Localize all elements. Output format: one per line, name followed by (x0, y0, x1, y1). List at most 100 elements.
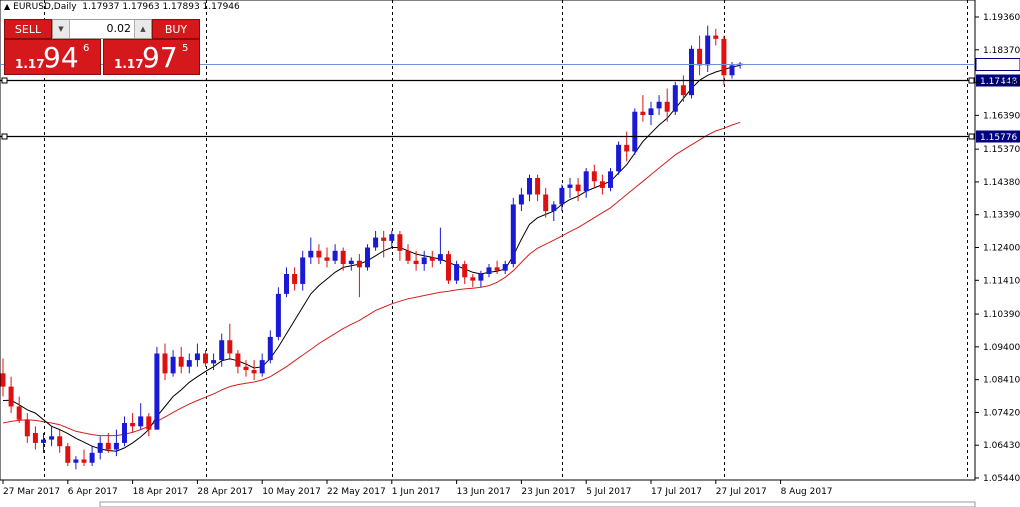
sell-price-prefix: 1.17 (15, 57, 45, 71)
level-handle (1, 77, 8, 84)
y-tick-label: 1.05440 (983, 474, 1020, 484)
candle-body (421, 257, 427, 265)
candle-body (591, 171, 597, 182)
x-tick-label: 6 Apr 2017 (68, 487, 118, 497)
chart-title: ▲ EURUSD,Daily 1.17937 1.17963 1.17893 1.… (4, 2, 240, 12)
sell-price-big: 94 (43, 41, 79, 74)
candle-body (8, 386, 14, 407)
candle-body (162, 353, 168, 374)
candle-body (397, 234, 403, 251)
candle-body (332, 250, 338, 261)
candle-body (462, 264, 468, 278)
level-handle (968, 77, 975, 84)
price-tag-bg (976, 130, 1020, 143)
candle-body (429, 257, 435, 261)
candle-body (356, 260, 362, 268)
candle-body (284, 273, 289, 294)
x-tick-label: 23 Jun 2017 (521, 487, 575, 497)
y-tick-label: 1.18370 (983, 46, 1020, 56)
candle-body (73, 459, 79, 463)
candle-body (308, 250, 314, 258)
triangle-icon: ▲ (4, 2, 11, 11)
candle-body (559, 187, 565, 205)
candle-body (575, 184, 581, 192)
buy-price-sup: 5 (182, 43, 189, 54)
x-tick-label: 1 Jun 2017 (392, 487, 440, 497)
candle-body (470, 277, 476, 281)
price-tag-label: 1.17448 (980, 77, 1017, 87)
candle-body (81, 459, 87, 463)
candle-body (178, 356, 184, 367)
candle-body (57, 436, 63, 447)
candle-body (41, 439, 46, 443)
chevron-up-icon[interactable]: ▲ (134, 20, 151, 38)
candle-body (373, 237, 379, 248)
y-tick-label: 1.11410 (983, 276, 1020, 286)
candle-body (494, 267, 500, 271)
buy-price[interactable]: 1.17 97 5 (103, 39, 200, 75)
candle-body (567, 184, 573, 188)
candle-body (16, 406, 22, 420)
candle-body (405, 250, 411, 261)
y-tick-label: 1.14380 (983, 178, 1020, 188)
candle-body (32, 432, 38, 443)
price-tag-label: 1.15776 (980, 133, 1017, 143)
buy-button[interactable]: BUY (152, 19, 200, 39)
candle-body (389, 234, 395, 241)
x-tick-label: 27 Mar 2017 (3, 487, 60, 497)
candle-body (243, 366, 249, 371)
chevron-down-icon[interactable]: ▼ (53, 20, 70, 38)
candle-body (267, 336, 273, 361)
y-tick-label: 1.13390 (983, 211, 1020, 221)
candle-body (510, 204, 516, 265)
candle-body (170, 356, 176, 374)
candle-body (599, 181, 605, 188)
x-tick-label: 10 May 2017 (262, 487, 321, 497)
buy-price-prefix: 1.17 (114, 57, 144, 71)
candle-body (300, 257, 306, 284)
candle-body (227, 340, 233, 354)
candle-body (413, 260, 419, 265)
candle-body (65, 446, 71, 463)
x-tick-label: 13 Jun 2017 (457, 487, 511, 497)
candle-body (259, 360, 265, 374)
candle-body (24, 419, 30, 437)
candle-body (186, 360, 192, 367)
candle-body (713, 35, 719, 39)
lot-size-box: ▼ ▲ (52, 19, 152, 39)
x-tick-label: 22 May 2017 (327, 487, 386, 497)
candle-body (146, 416, 152, 430)
candle-body (154, 353, 160, 430)
candle-body (203, 353, 208, 364)
y-tick-label: 1.08410 (983, 376, 1020, 386)
candle-body (235, 353, 241, 367)
candle-body (348, 260, 354, 265)
candle-body (640, 111, 646, 116)
candle-body (680, 85, 686, 96)
candle-body (624, 144, 630, 152)
x-tick-label: 18 Apr 2017 (133, 487, 189, 497)
lot-size-input[interactable] (69, 20, 135, 38)
candle-body (697, 48, 703, 66)
price-tag-label: 1.17946 (980, 61, 1017, 71)
candle-body (446, 254, 451, 281)
candle-body (0, 373, 6, 387)
candle-body (502, 264, 508, 271)
y-tick-label: 1.16390 (983, 111, 1020, 121)
candle-body (454, 264, 460, 281)
candle-body (689, 48, 694, 96)
level-handle (1, 133, 8, 140)
sell-button[interactable]: SELL (4, 19, 52, 39)
y-tick-label: 1.17380 (983, 79, 1020, 89)
candle-body (365, 247, 370, 268)
sell-price[interactable]: 1.17 94 6 (4, 39, 101, 75)
candle-body (672, 85, 678, 112)
candle-body (324, 257, 330, 261)
candle-body (527, 177, 532, 195)
y-tick-label: 1.10390 (983, 310, 1020, 320)
candle-body (721, 38, 727, 76)
candle-body (656, 101, 662, 109)
candle-body (194, 353, 200, 361)
